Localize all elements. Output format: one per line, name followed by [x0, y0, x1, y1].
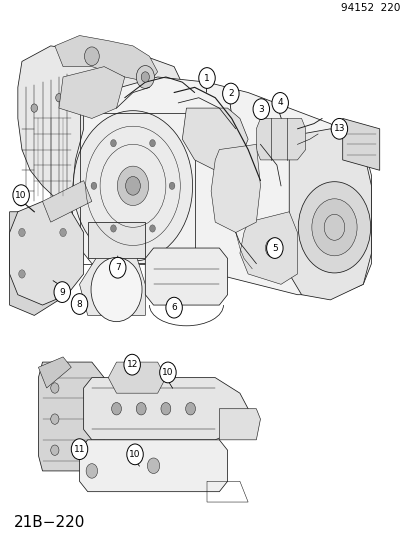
Circle shape: [51, 445, 59, 455]
Circle shape: [84, 47, 99, 66]
Circle shape: [125, 176, 140, 195]
Circle shape: [19, 228, 25, 237]
Circle shape: [110, 225, 116, 232]
Text: 13: 13: [333, 124, 344, 133]
Polygon shape: [9, 212, 67, 316]
Circle shape: [147, 458, 159, 473]
Circle shape: [59, 228, 66, 237]
Text: 3: 3: [258, 104, 263, 114]
Polygon shape: [342, 118, 379, 170]
Text: 10: 10: [15, 191, 27, 200]
Circle shape: [73, 111, 192, 261]
Circle shape: [252, 99, 269, 119]
Circle shape: [13, 185, 29, 206]
Circle shape: [91, 257, 142, 321]
Circle shape: [136, 402, 146, 415]
Text: 7: 7: [115, 263, 120, 272]
Circle shape: [109, 257, 126, 278]
Polygon shape: [38, 362, 104, 471]
Circle shape: [166, 297, 182, 318]
Text: 12: 12: [126, 360, 138, 369]
Circle shape: [269, 244, 275, 252]
Circle shape: [51, 414, 59, 424]
Circle shape: [54, 282, 70, 302]
Text: 4: 4: [277, 99, 282, 107]
Circle shape: [330, 118, 347, 139]
Circle shape: [51, 383, 59, 393]
Circle shape: [169, 182, 175, 189]
Text: 21B−220: 21B−220: [14, 515, 85, 530]
Text: 5: 5: [271, 244, 277, 253]
Polygon shape: [59, 67, 124, 118]
Polygon shape: [9, 201, 83, 305]
Circle shape: [19, 270, 25, 278]
Text: 9: 9: [59, 288, 65, 296]
Text: 2: 2: [228, 89, 233, 98]
Polygon shape: [211, 144, 260, 232]
Polygon shape: [18, 46, 186, 212]
Polygon shape: [289, 129, 370, 300]
Circle shape: [110, 140, 116, 147]
Polygon shape: [145, 248, 227, 305]
Circle shape: [126, 444, 143, 465]
Circle shape: [161, 402, 171, 415]
Text: 1: 1: [204, 74, 209, 83]
Circle shape: [117, 166, 148, 206]
Circle shape: [136, 66, 154, 88]
Circle shape: [271, 93, 288, 114]
Polygon shape: [79, 440, 227, 491]
Circle shape: [91, 182, 97, 189]
Polygon shape: [182, 108, 247, 170]
Circle shape: [311, 199, 356, 256]
Circle shape: [141, 72, 149, 82]
Text: 6: 6: [171, 303, 176, 312]
Circle shape: [71, 294, 88, 314]
Circle shape: [15, 191, 27, 206]
Polygon shape: [219, 409, 260, 440]
Circle shape: [185, 402, 195, 415]
Circle shape: [112, 402, 121, 415]
Text: 11: 11: [74, 445, 85, 454]
Polygon shape: [38, 357, 71, 388]
Polygon shape: [55, 36, 157, 82]
Circle shape: [298, 182, 370, 273]
Polygon shape: [239, 212, 297, 284]
Polygon shape: [83, 377, 247, 440]
Circle shape: [266, 238, 282, 259]
Circle shape: [86, 464, 97, 478]
Polygon shape: [71, 77, 370, 295]
Circle shape: [198, 68, 215, 88]
Polygon shape: [88, 222, 145, 259]
Polygon shape: [256, 118, 305, 160]
Circle shape: [149, 140, 155, 147]
Circle shape: [159, 362, 176, 383]
Text: 10: 10: [129, 450, 140, 459]
Polygon shape: [79, 259, 145, 316]
Polygon shape: [108, 362, 166, 393]
Circle shape: [80, 99, 87, 107]
Circle shape: [123, 354, 140, 375]
Circle shape: [31, 104, 38, 112]
Text: 8: 8: [76, 300, 82, 309]
Polygon shape: [43, 181, 92, 222]
Circle shape: [149, 225, 155, 232]
Circle shape: [222, 83, 238, 104]
Circle shape: [55, 94, 62, 102]
Circle shape: [71, 439, 88, 459]
Text: 94152  220: 94152 220: [340, 3, 399, 13]
Text: 10: 10: [162, 368, 173, 377]
Circle shape: [265, 239, 280, 257]
